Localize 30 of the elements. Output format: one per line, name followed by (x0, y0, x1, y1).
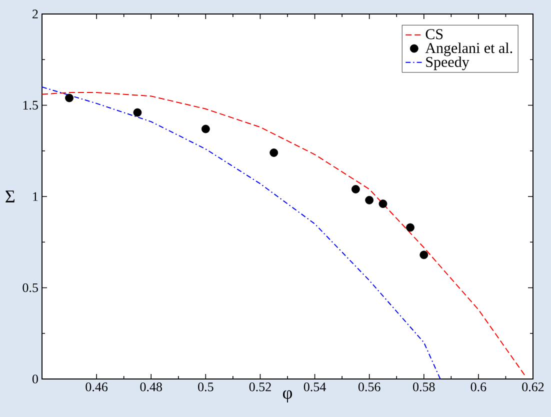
point (65, 94, 74, 102)
x-axis-title: φ (283, 390, 292, 403)
point (270, 148, 278, 157)
legend-label: Speedy (426, 56, 470, 70)
x-tick-label: 0.62 (522, 382, 544, 392)
y-tick-label: 1.5 (23, 100, 38, 110)
point (406, 223, 414, 232)
y-tick-label: 0 (32, 374, 38, 384)
point (378, 200, 388, 208)
point (420, 250, 428, 260)
x-tick-label: 0.56 (358, 382, 380, 392)
x-tick-label: 0.5 (198, 382, 214, 392)
y-tick-label: 1 (33, 192, 38, 201)
x-tick-label: 0.46 (86, 382, 108, 392)
legend-label: CS (426, 29, 443, 40)
point (133, 108, 142, 117)
y-tick-label: 2 (32, 10, 38, 18)
y-axis-title: Σ (6, 190, 14, 202)
point (365, 196, 374, 204)
point (201, 124, 210, 134)
x-tick-label: 0.58 (413, 382, 435, 392)
x-tick-label: 0.48 (140, 382, 162, 392)
y-tick-label: 0.5 (22, 283, 38, 292)
line-series (42, 86, 441, 379)
x-tick-label: 0.52 (249, 382, 271, 392)
x-tick-label: 0.6 (470, 382, 486, 392)
x-tick-label: 0.54 (304, 382, 326, 392)
legend-label: Angelani et al. (425, 42, 512, 56)
line-series (42, 92, 526, 376)
point (351, 184, 360, 194)
